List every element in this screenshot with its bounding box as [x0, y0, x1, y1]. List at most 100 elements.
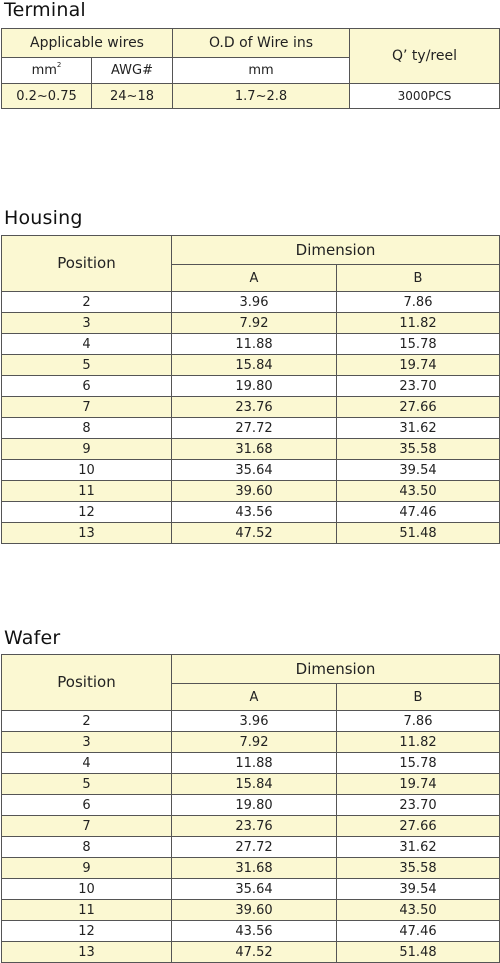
dimension-a-cell: 35.64 [171, 878, 337, 900]
table-row: 13 47.52 51.48 [1, 522, 500, 544]
table-row: 13 47.52 51.48 [1, 941, 500, 963]
table-row: 7 23.76 27.66 [1, 815, 500, 837]
dimension-b-cell: 15.78 [335, 752, 500, 774]
dimension-a-cell: 15.84 [171, 773, 337, 795]
applicable-wires-header: Applicable wires [0, 28, 174, 58]
dimension-a-cell: 43.56 [171, 920, 337, 942]
dimension-a-cell: 27.72 [171, 836, 337, 858]
qty-value-cell: 3000PCS [349, 83, 500, 109]
table-row: 2 3.96 7.86 [1, 291, 500, 313]
position-cell: 12 [1, 920, 172, 942]
table-row: 12 43.56 47.46 [1, 920, 500, 942]
dimension-a-cell: 15.84 [171, 354, 337, 376]
position-cell: 9 [1, 857, 172, 879]
awg-unit-cell: AWG# [90, 57, 174, 84]
table-row: 5 15.84 19.74 [1, 773, 500, 795]
wafer-b-header: B [335, 683, 500, 711]
dimension-b-cell: 7.86 [335, 291, 500, 313]
dimension-b-cell: 15.78 [335, 333, 500, 355]
wafer-title: Wafer [4, 627, 61, 649]
dimension-b-cell: 35.58 [335, 857, 500, 879]
dimension-a-cell: 35.64 [171, 459, 337, 481]
position-cell: 7 [1, 815, 172, 837]
position-cell: 3 [1, 312, 172, 334]
position-cell: 13 [1, 941, 172, 963]
position-cell: 2 [1, 291, 172, 313]
dimension-b-cell: 27.66 [335, 396, 500, 418]
table-row: 5 15.84 19.74 [1, 354, 500, 376]
table-row: 10 35.64 39.54 [1, 878, 500, 900]
dimension-b-cell: 19.74 [335, 773, 500, 795]
dimension-b-cell: 23.70 [335, 375, 500, 397]
dimension-a-cell: 47.52 [171, 522, 337, 544]
dimension-b-cell: 31.62 [335, 836, 500, 858]
dimension-b-cell: 51.48 [335, 941, 500, 963]
dimension-b-cell: 47.46 [335, 920, 500, 942]
od-wire-ins-header: O.D of Wire ins [172, 28, 351, 58]
wafer-dimension-header: Dimension [170, 654, 500, 684]
housing-dimension-header: Dimension [170, 235, 500, 265]
dimension-b-cell: 27.66 [335, 815, 500, 837]
dimension-b-cell: 39.54 [335, 878, 500, 900]
dimension-a-cell: 23.76 [171, 815, 337, 837]
terminal-table: Applicable wires O.D of Wire ins Q’ ty/r… [0, 28, 500, 109]
dimension-b-cell: 19.74 [335, 354, 500, 376]
dimension-b-cell: 39.54 [335, 459, 500, 481]
housing-b-header: B [335, 264, 500, 292]
position-cell: 12 [1, 501, 172, 523]
dimension-a-cell: 39.60 [171, 899, 337, 921]
dimension-a-cell: 23.76 [171, 396, 337, 418]
dimension-b-cell: 43.50 [335, 480, 500, 502]
wafer-position-header: Position [1, 654, 172, 711]
position-cell: 9 [1, 438, 172, 460]
dimension-b-cell: 11.82 [335, 312, 500, 334]
table-row: 6 19.80 23.70 [1, 375, 500, 397]
position-cell: 4 [1, 333, 172, 355]
terminal-title: Terminal [4, 0, 86, 21]
position-cell: 6 [1, 794, 172, 816]
dimension-a-cell: 3.96 [171, 710, 337, 732]
dimension-a-cell: 43.56 [171, 501, 337, 523]
position-cell: 10 [1, 459, 172, 481]
dimension-a-cell: 11.88 [171, 752, 337, 774]
dimension-b-cell: 51.48 [335, 522, 500, 544]
od-value-cell: 1.7~2.8 [172, 83, 351, 109]
table-row: 2 3.96 7.86 [1, 710, 500, 732]
position-cell: 2 [1, 710, 172, 732]
housing-a-header: A [171, 264, 337, 292]
dimension-a-cell: 31.68 [171, 438, 337, 460]
table-row: 10 35.64 39.54 [1, 459, 500, 481]
qty-reel-header: Q’ ty/reel [349, 28, 500, 84]
housing-table: Position Dimension A B 2 3.96 7.86 3 7.92 11.… [1, 235, 500, 544]
table-row: 11 39.60 43.50 [1, 480, 500, 502]
dimension-b-cell: 23.70 [335, 794, 500, 816]
table-row: 12 43.56 47.46 [1, 501, 500, 523]
table-row: 6 19.80 23.70 [1, 794, 500, 816]
dimension-a-cell: 7.92 [171, 312, 337, 334]
position-cell: 8 [1, 836, 172, 858]
position-cell: 13 [1, 522, 172, 544]
wafer-a-header: A [171, 683, 337, 711]
position-cell: 5 [1, 354, 172, 376]
position-cell: 8 [1, 417, 172, 439]
mm-unit-cell: mm [172, 57, 351, 84]
table-row: 11 39.60 43.50 [1, 899, 500, 921]
table-row: 8 27.72 31.62 [1, 417, 500, 439]
table-row: 4 11.88 15.78 [1, 752, 500, 774]
mm2-superscript: 2 [56, 61, 62, 69]
dimension-b-cell: 7.86 [335, 710, 500, 732]
dimension-b-cell: 47.46 [335, 501, 500, 523]
dimension-a-cell: 31.68 [171, 857, 337, 879]
dimension-b-cell: 31.62 [335, 417, 500, 439]
table-row: 3 7.92 11.82 [1, 731, 500, 753]
position-cell: 11 [1, 899, 172, 921]
position-cell: 6 [1, 375, 172, 397]
position-cell: 7 [1, 396, 172, 418]
dimension-b-cell: 11.82 [335, 731, 500, 753]
mm2-unit-cell: mm2 [1, 57, 92, 84]
dimension-a-cell: 19.80 [171, 794, 337, 816]
table-row: 9 31.68 35.58 [1, 438, 500, 460]
mm2-value-cell: 0.2~0.75 [1, 83, 92, 109]
table-row: 8 27.72 31.62 [1, 836, 500, 858]
dimension-a-cell: 47.52 [171, 941, 337, 963]
